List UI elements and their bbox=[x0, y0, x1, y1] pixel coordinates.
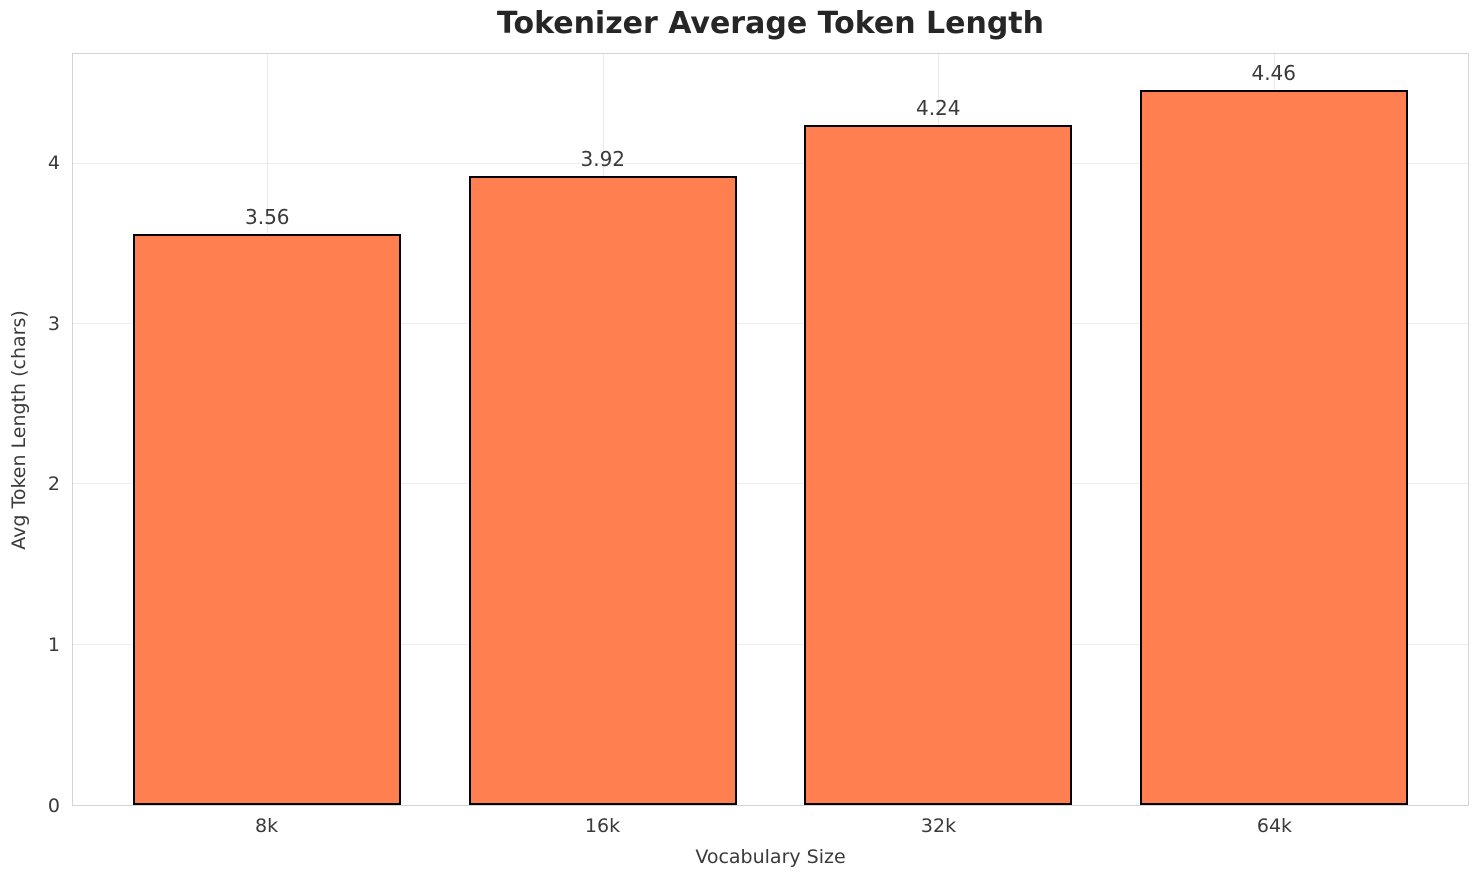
bar-value-label-8k: 3.56 bbox=[244, 205, 290, 230]
plot-area: 3.56 3.92 4.24 4.46 bbox=[72, 53, 1469, 806]
y-tick-label-1: 1 bbox=[47, 634, 60, 657]
bar-value-label-64k: 4.46 bbox=[1251, 60, 1296, 85]
y-tick-label-4: 4 bbox=[47, 151, 60, 174]
y-tick-label-2: 2 bbox=[47, 473, 60, 496]
x-tick-label-64k: 64k bbox=[1256, 815, 1293, 837]
bar-32k bbox=[804, 125, 1073, 805]
y-axis-ticks: 0 1 2 3 4 bbox=[0, 53, 60, 817]
x-tick-label-16k: 16k bbox=[584, 815, 621, 837]
x-axis-ticks: 8k 16k 32k 64k bbox=[72, 815, 1469, 843]
bar-8k bbox=[133, 234, 402, 805]
x-tick-label-8k: 8k bbox=[254, 815, 279, 837]
gridline-horizontal-y1 bbox=[73, 643, 1468, 645]
gridline-horizontal-y2 bbox=[73, 483, 1468, 485]
gridline-horizontal-y3 bbox=[73, 322, 1468, 324]
bar-16k bbox=[468, 176, 737, 805]
bar-value-label-16k: 3.92 bbox=[580, 147, 626, 172]
chart-title: Tokenizer Average Token Length bbox=[496, 6, 1044, 41]
y-tick-label-0: 0 bbox=[47, 795, 60, 817]
bar-64k bbox=[1139, 89, 1408, 805]
bar-value-label-32k: 4.24 bbox=[915, 96, 961, 121]
gridline-horizontal-y4 bbox=[73, 162, 1468, 164]
y-tick-label-3: 3 bbox=[47, 312, 60, 335]
x-axis-label: Vocabulary Size bbox=[695, 846, 846, 868]
x-tick-label-32k: 32k bbox=[920, 815, 957, 837]
